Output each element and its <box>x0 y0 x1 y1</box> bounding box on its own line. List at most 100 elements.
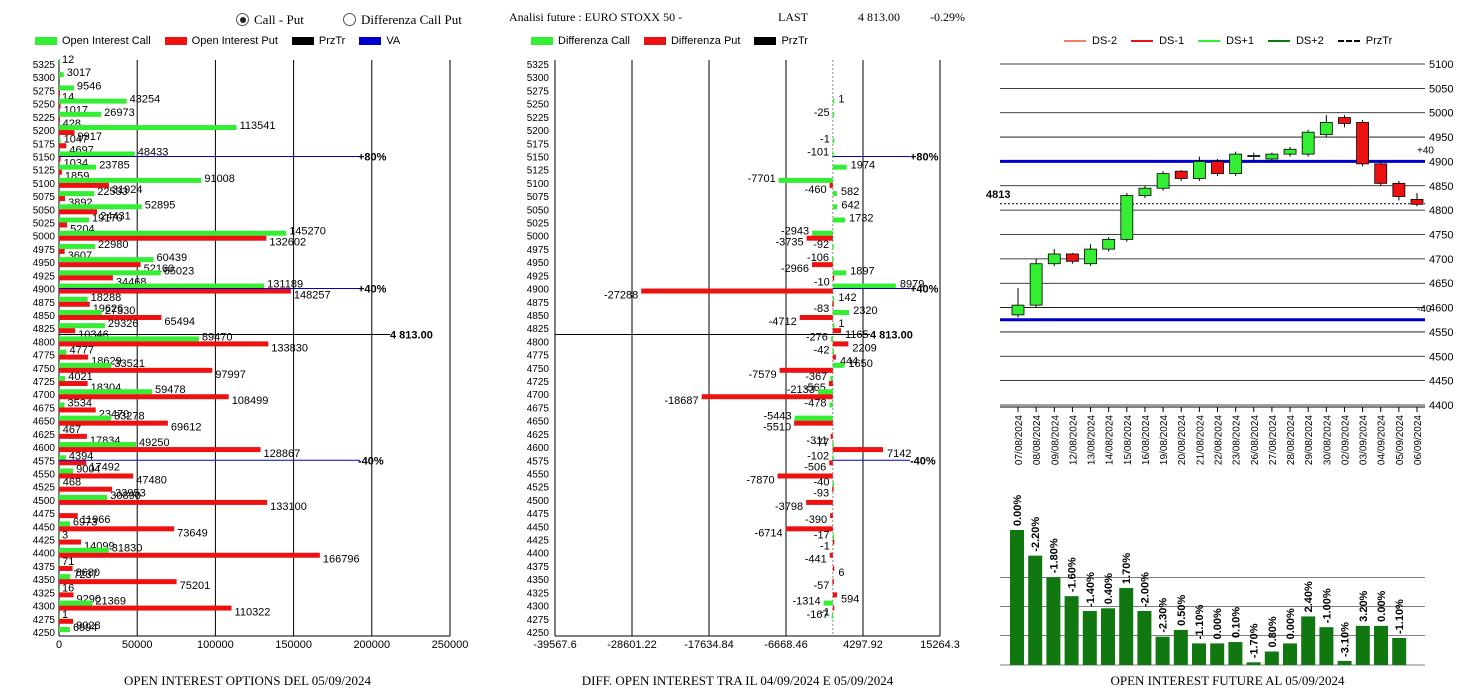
x-tick-label: 250000 <box>432 639 469 651</box>
x-tick-label: 06/09/2024 <box>1413 415 1424 465</box>
diff-call-bar <box>832 534 835 540</box>
diff-put-label: -311 <box>806 435 827 447</box>
y-tick-label: 4900 <box>527 285 550 296</box>
y-tick-label: 4500 <box>1429 351 1453 363</box>
diff-call-label: 1 <box>838 318 844 330</box>
put-bar <box>59 196 66 202</box>
y-tick-label: 4425 <box>527 536 550 547</box>
x-tick-label: 22/08/2024 <box>1214 415 1225 465</box>
x-tick-label: -6668.46 <box>764 639 807 651</box>
put-bar <box>59 90 60 96</box>
call-value-label: 18288 <box>91 292 122 304</box>
legend-ds-2: DS-2 <box>1064 35 1117 47</box>
put-bar <box>59 222 68 228</box>
x-tick-label: 20/08/2024 <box>1177 415 1188 465</box>
y-tick-label: 4275 <box>33 615 56 626</box>
candle-body <box>1156 173 1170 189</box>
call-value-label: 9004 <box>76 463 100 475</box>
put-bar <box>59 407 96 413</box>
diff-call-label: 1897 <box>850 265 874 277</box>
y-tick-label: 5275 <box>527 86 550 97</box>
y-tick-label: 4650 <box>527 417 550 428</box>
call-value-label: 65023 <box>164 265 195 277</box>
y-tick-label: 5250 <box>33 100 56 111</box>
diff-put-label: -3798 <box>775 501 803 513</box>
caption-options: OPEN INTEREST OPTIONS DEL 05/09/2024 <box>124 673 371 688</box>
y-tick-label: 5025 <box>527 219 550 230</box>
va-label: +80% <box>358 151 387 163</box>
volume-bar <box>1064 596 1079 665</box>
y-tick-label: 5200 <box>527 126 550 137</box>
radio-callput[interactable]: Call - Put <box>236 12 304 28</box>
call-value-label: 33278 <box>114 411 145 423</box>
call-bar <box>59 296 88 302</box>
diff-call-label: -276 <box>806 331 828 343</box>
volume-bar <box>1119 588 1134 665</box>
x-tick-label: -28601.22 <box>607 639 657 651</box>
candle-body <box>1301 131 1315 155</box>
y-tick-label: 4400 <box>33 549 56 560</box>
y-tick-label: 4800 <box>33 337 56 348</box>
call-value-label: 113541 <box>240 120 276 132</box>
put-value-label: 24431 <box>100 210 131 222</box>
y-tick-label: 5075 <box>527 192 550 203</box>
y-tick-label: 5325 <box>33 60 56 71</box>
legend-options: Open Interest Call Open Interest Put Prz… <box>35 35 414 47</box>
volume-label: -1.70% <box>1249 623 1261 658</box>
put-bar <box>59 420 168 426</box>
diff-put-bar <box>830 433 833 439</box>
volume-bar <box>1355 625 1370 665</box>
diff-call-label: -1 <box>820 133 830 145</box>
diff-call-label: -40 <box>814 477 830 489</box>
diff-call-label: -25 <box>814 107 830 119</box>
y-tick-label: 5275 <box>33 86 56 97</box>
va-label: +80% <box>910 151 939 163</box>
x-tick-label: 29/08/2024 <box>1304 415 1315 465</box>
put-bar <box>59 209 98 215</box>
y-tick-label: 5225 <box>527 113 550 124</box>
y-tick-label: 4400 <box>1429 400 1453 412</box>
put-value-label: 73649 <box>177 527 208 539</box>
x-tick-label: 15264.3 <box>920 639 960 651</box>
prztr-label: 4 813.00 <box>390 330 433 342</box>
y-tick-label: 4775 <box>33 351 56 362</box>
call-value-label: 21369 <box>95 596 126 608</box>
put-bar <box>59 116 60 122</box>
y-tick-label: 5325 <box>527 60 550 71</box>
diff-call-bar <box>832 257 834 263</box>
diff-put-bar <box>832 565 835 571</box>
x-tick-label: 28/08/2024 <box>1286 415 1297 465</box>
candle-body <box>1102 238 1116 250</box>
call-bar <box>59 468 74 474</box>
volume-bar <box>1010 530 1024 665</box>
y-tick-label: 4700 <box>33 390 56 401</box>
y-tick-label: 4950 <box>1429 132 1453 144</box>
call-value-label: 48433 <box>138 146 169 158</box>
diff-put-label: -18687 <box>664 395 698 407</box>
volume-label: 0.50% <box>1176 594 1188 625</box>
candle-body <box>1410 199 1424 205</box>
put-value-label: 132602 <box>269 237 306 249</box>
call-bar <box>59 72 64 78</box>
y-tick-label: 5050 <box>1429 83 1453 95</box>
call-bar <box>59 230 287 236</box>
diff-call-label: -2943 <box>781 226 809 238</box>
y-tick-label: 4675 <box>527 403 550 414</box>
volume-label: -2.30% <box>1158 598 1170 633</box>
call-bar <box>59 191 95 197</box>
y-tick-label: 5200 <box>33 126 56 137</box>
put-bar <box>59 447 261 453</box>
call-bar <box>59 402 65 408</box>
radio-diff[interactable]: Differenza Call Put <box>343 12 462 28</box>
volume-bar <box>1283 643 1297 665</box>
y-tick-label: 5000 <box>527 232 550 243</box>
call-bar <box>59 98 127 104</box>
call-value-label: 22533 <box>97 186 128 198</box>
diff-call-bar <box>832 283 896 289</box>
diff-call-bar <box>832 98 835 104</box>
put-bar <box>59 618 74 624</box>
put-value-label: 166796 <box>323 554 360 566</box>
put-value-label: 9917 <box>78 131 102 143</box>
y-tick-label: 4600 <box>33 443 56 454</box>
call-bar <box>59 547 109 553</box>
